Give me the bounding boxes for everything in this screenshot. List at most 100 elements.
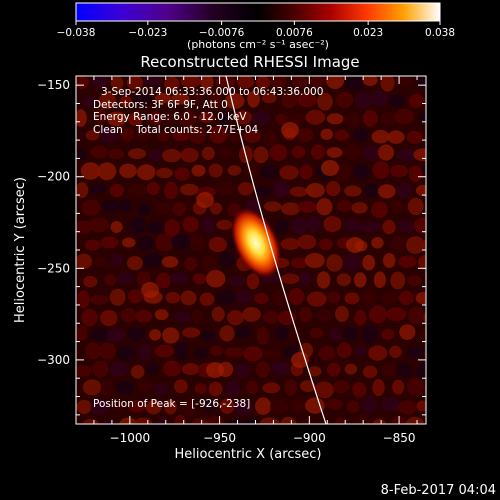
ripple-blob bbox=[162, 360, 182, 377]
ripple-blob bbox=[156, 131, 170, 142]
ripple-blob bbox=[137, 164, 156, 181]
ripple-blob bbox=[153, 383, 169, 395]
colorbar-gradient bbox=[76, 3, 440, 21]
ripple-blob bbox=[274, 218, 289, 234]
ripple-blob bbox=[174, 311, 191, 322]
ripple-blob bbox=[201, 329, 215, 342]
ripple-blob bbox=[280, 416, 297, 424]
ripple-blob bbox=[149, 329, 162, 341]
ripple-blob bbox=[165, 291, 181, 304]
ripple-blob bbox=[90, 327, 110, 342]
ripple-blob bbox=[246, 273, 260, 290]
ripple-blob-bright bbox=[141, 282, 159, 298]
ripple-blob bbox=[92, 360, 109, 378]
ripple-blob bbox=[309, 327, 324, 339]
ripple-blob bbox=[297, 234, 317, 250]
ripple-blob bbox=[381, 362, 398, 378]
ripple-blob bbox=[90, 399, 109, 416]
ripple-blob bbox=[316, 308, 332, 323]
y-tick-label: −200 bbox=[37, 170, 70, 184]
ripple-blob bbox=[120, 307, 137, 323]
ripple-blob bbox=[380, 291, 399, 305]
x-axis-ticks bbox=[93, 76, 418, 424]
ripple-blob bbox=[354, 91, 372, 109]
ripple-blob bbox=[305, 109, 326, 125]
ripple-blob bbox=[201, 216, 216, 234]
ripple-blob bbox=[281, 273, 300, 284]
ripple-blob-bright bbox=[281, 122, 299, 138]
ripple-blob bbox=[227, 310, 244, 326]
ripple-blob bbox=[371, 201, 389, 219]
ripple-blob bbox=[263, 130, 277, 146]
ripple-blob bbox=[256, 76, 270, 90]
ripple-blob bbox=[82, 379, 102, 396]
ripple-blob bbox=[180, 76, 201, 88]
ripple-blob bbox=[390, 200, 404, 213]
ripple-blob bbox=[323, 216, 342, 233]
ripple-blob bbox=[377, 184, 396, 199]
ripple-blob bbox=[100, 236, 119, 249]
ripple-blob bbox=[281, 91, 298, 109]
ripple-blob bbox=[208, 163, 223, 178]
ripple-blob bbox=[406, 346, 426, 359]
ripple-blob bbox=[90, 145, 109, 159]
ripple-blob bbox=[172, 130, 190, 142]
ripple-blob bbox=[326, 147, 343, 158]
ripple-blob bbox=[85, 130, 100, 141]
info-line-clean: Clean Total counts: 2.77E+04 bbox=[93, 124, 258, 136]
ripple-blob bbox=[381, 329, 395, 340]
ripple-blob bbox=[299, 271, 312, 287]
ripple-blob bbox=[184, 256, 198, 271]
ripple-blob bbox=[191, 91, 205, 105]
ripple-blob bbox=[390, 271, 406, 290]
ripple-blob bbox=[280, 238, 300, 250]
ripple-blob bbox=[361, 221, 382, 233]
ripple-blob bbox=[130, 364, 145, 379]
ripple-blob bbox=[256, 327, 270, 345]
ripple-blob bbox=[243, 346, 263, 362]
ripple-blob bbox=[272, 180, 290, 198]
y-tick-label: −250 bbox=[37, 261, 70, 275]
ripple-blob bbox=[135, 309, 153, 323]
ripple-blob bbox=[235, 363, 250, 378]
ripple-blob bbox=[409, 94, 425, 108]
ripple-blob bbox=[333, 380, 350, 394]
ripple-blob bbox=[326, 113, 344, 125]
ripple-blob bbox=[180, 290, 197, 306]
ripple-blob bbox=[362, 254, 376, 271]
ripple-blob bbox=[191, 164, 206, 177]
ripple-blob bbox=[425, 274, 426, 282]
ripple-blob bbox=[371, 237, 384, 249]
ripple-blob bbox=[188, 126, 207, 145]
ripple-blob bbox=[128, 112, 143, 126]
ripple-blob bbox=[76, 76, 89, 90]
ripple-blob bbox=[119, 95, 133, 107]
ripple-blob bbox=[300, 380, 316, 393]
ripple-blob bbox=[172, 201, 187, 217]
ripple-blob bbox=[378, 144, 395, 161]
ripple-blob bbox=[127, 289, 143, 304]
colorbar-frame bbox=[75, 2, 441, 22]
ripple-blob bbox=[211, 306, 225, 322]
ripple-blob bbox=[344, 292, 360, 305]
ripple-blob bbox=[137, 379, 153, 393]
ripple-blob bbox=[398, 219, 415, 233]
ripple-blob bbox=[175, 343, 189, 361]
colorbar-units-label: (photons cm⁻² s⁻¹ asec⁻²) bbox=[187, 38, 329, 51]
ripple-blob-bright bbox=[321, 160, 339, 176]
ripple-blob bbox=[182, 216, 199, 233]
ripple-blob bbox=[363, 145, 381, 162]
ripple-blob bbox=[91, 76, 109, 87]
ripple-blob bbox=[127, 327, 145, 342]
ripple-blob bbox=[291, 217, 309, 235]
x-axis-tick-labels: −1000 −950 −900 −850 bbox=[110, 431, 416, 445]
colorbar-ticks bbox=[75, 21, 441, 25]
ripple-blob bbox=[396, 76, 412, 87]
ripple-blob bbox=[128, 399, 147, 413]
ripple-blob bbox=[326, 254, 343, 272]
ripple-blob bbox=[107, 111, 127, 127]
ripple-blob bbox=[325, 181, 341, 197]
ripple-blob bbox=[169, 272, 190, 284]
ripple-blob bbox=[171, 93, 190, 105]
